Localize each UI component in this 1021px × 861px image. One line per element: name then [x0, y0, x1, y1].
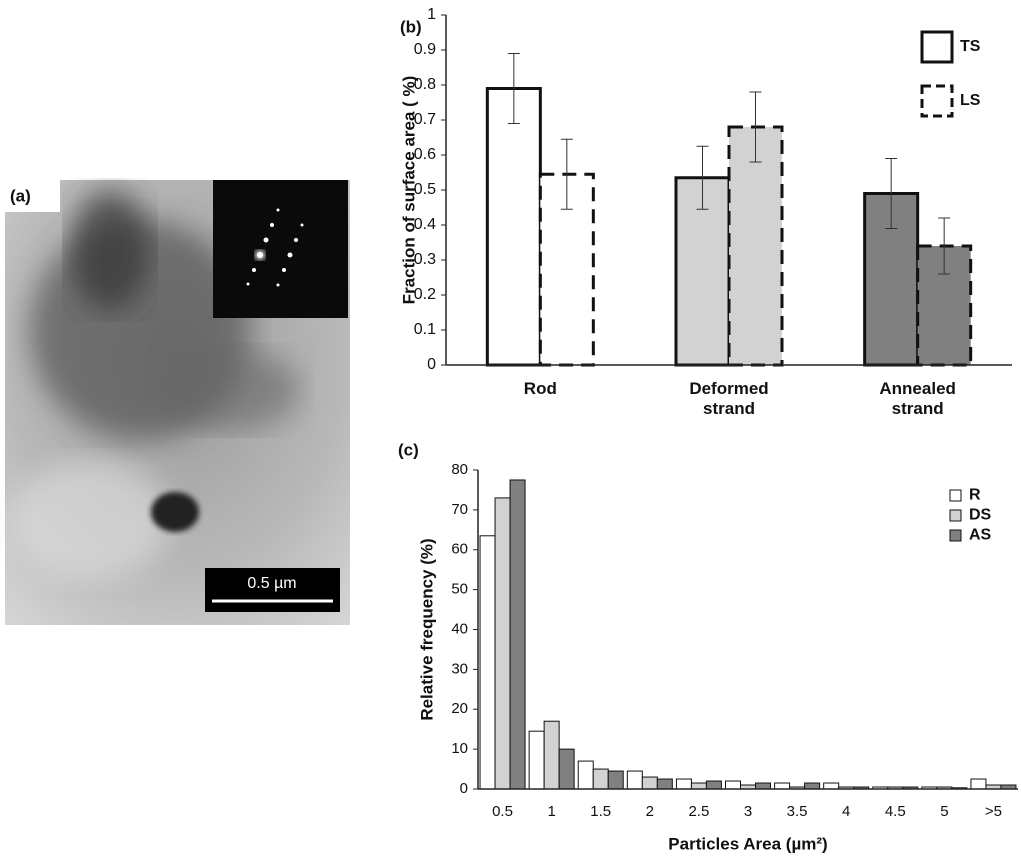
bar	[823, 782, 840, 790]
tem-image: (a) 0.5 µm	[5, 180, 350, 625]
y-tick-label: 0	[460, 780, 468, 797]
legend-label: TS	[960, 38, 981, 55]
error-bar	[696, 145, 709, 210]
bar	[558, 748, 575, 790]
diffraction-inset	[213, 180, 348, 318]
bar	[509, 479, 526, 790]
x-tick-label: 3.5	[786, 803, 808, 820]
legend-swatch	[949, 509, 962, 522]
x-tick-label: 2	[645, 803, 654, 820]
legend-label: DS	[969, 507, 992, 524]
x-tick-label: 3	[743, 803, 753, 820]
bar	[641, 776, 658, 790]
bar	[607, 770, 624, 790]
y-tick-label: 80	[451, 461, 468, 478]
legend-swatch	[920, 84, 954, 118]
bar	[970, 778, 987, 790]
legend-label: AS	[969, 527, 992, 544]
x-tick-label: 1.5	[590, 803, 612, 820]
x-tick-label: 5	[940, 803, 949, 820]
bar	[479, 535, 496, 790]
x-tick-label: 1	[547, 803, 556, 820]
x-tick-label: 4.5	[884, 803, 906, 820]
error-bar	[938, 217, 951, 275]
y-tick-label: 0.3	[414, 251, 436, 268]
y-tick-label: 0.6	[414, 146, 436, 163]
y-tick-label: 40	[451, 620, 468, 637]
panel-label: (c)	[398, 440, 419, 459]
error-bar	[885, 158, 898, 229]
scale-bar-box	[205, 568, 340, 612]
y-tick-label: 1	[427, 6, 436, 23]
bar	[656, 778, 673, 790]
bar	[528, 730, 545, 790]
x-axis-label: Particles Area (µm²)	[668, 834, 827, 853]
bar	[626, 770, 643, 790]
bar	[577, 760, 594, 790]
x-tick-label: 4	[842, 803, 851, 820]
x-tick-label: Rod	[523, 379, 557, 398]
y-tick-label: 0.5	[414, 181, 436, 198]
y-tick-label: 60	[451, 541, 468, 558]
y-tick-label: 50	[451, 581, 468, 598]
bar	[543, 720, 560, 790]
y-axis-label: Relative frequency (%)	[417, 538, 436, 720]
y-tick-label: 0.4	[414, 216, 436, 233]
panel-label: (b)	[400, 17, 422, 36]
bar	[727, 125, 784, 367]
legend-swatch	[920, 30, 954, 64]
x-tick-label: 0.5	[492, 803, 513, 820]
y-tick-label: 0.1	[414, 321, 436, 338]
scale-bar-label: 0.5 µm	[247, 575, 296, 592]
bar	[485, 87, 542, 367]
legend-swatch	[949, 529, 962, 542]
bar	[690, 782, 707, 790]
x-tick-label: >5	[984, 803, 1002, 820]
y-tick-label: 0.8	[414, 76, 436, 93]
y-tick-label: 0.7	[414, 111, 436, 128]
error-bar	[560, 138, 573, 210]
bar	[494, 497, 511, 790]
y-axis-label: Fraction of surface area ( %)	[399, 76, 418, 305]
bar	[592, 768, 609, 790]
error-bar	[749, 91, 762, 163]
bar	[774, 782, 791, 790]
y-tick-label: 30	[451, 660, 468, 677]
y-tick-label: 20	[451, 700, 468, 717]
diffraction-spots	[246, 208, 304, 287]
bar	[755, 782, 771, 790]
y-tick-label: 0.2	[414, 286, 436, 303]
legend-label: LS	[960, 92, 981, 109]
bar	[804, 782, 821, 790]
x-tick-label: Annealed strand	[879, 379, 956, 418]
panel-label: (a)	[10, 186, 31, 205]
y-tick-label: 70	[451, 501, 468, 518]
y-tick-label: 10	[451, 740, 468, 757]
legend-swatch	[949, 489, 962, 502]
bar	[675, 778, 692, 790]
y-tick-label: 0	[427, 356, 436, 373]
legend-label: R	[969, 487, 981, 504]
x-tick-label: Deformed strand	[689, 379, 769, 418]
x-tick-label: 2.5	[688, 803, 710, 820]
bar	[705, 780, 722, 790]
bar	[725, 780, 741, 790]
error-bar	[507, 53, 520, 124]
y-tick-label: 0.9	[414, 41, 436, 58]
